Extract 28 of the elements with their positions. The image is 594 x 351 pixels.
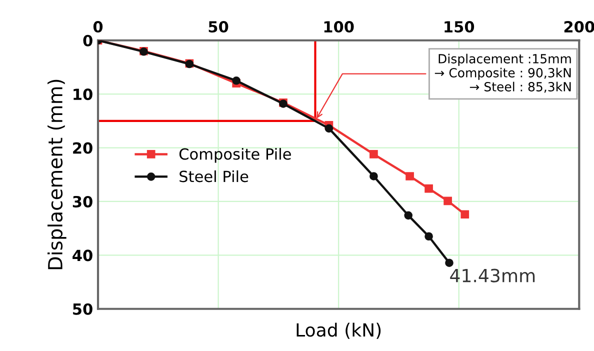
y-tick-label: 20	[73, 142, 92, 154]
point	[424, 184, 433, 193]
point	[324, 124, 334, 133]
point	[444, 196, 452, 206]
annotation: 41.43mm	[450, 268, 535, 282]
point	[370, 150, 378, 158]
point	[232, 76, 241, 85]
point	[370, 172, 378, 180]
point	[424, 232, 433, 241]
y-tick-label: 40	[72, 250, 92, 262]
legend-label: Composite Pile	[179, 148, 291, 163]
y-tick-label: 30	[72, 196, 92, 208]
annotation: Displacement :15mm → Composite : 90,3kN → Steel : 85,3kN	[434, 54, 571, 93]
x-tick-label: 100	[324, 20, 354, 33]
x-tick-label: 50	[208, 20, 228, 33]
x-tick-label: 200	[564, 20, 594, 33]
x-axis-title: Load (kN)	[296, 322, 381, 339]
x-tick-label: 150	[444, 20, 474, 33]
y-tick-label: 0	[83, 34, 92, 46]
point	[406, 172, 414, 180]
x-tick-label: 0	[93, 20, 103, 33]
y-tick-label: 50	[73, 303, 92, 315]
point	[404, 211, 413, 220]
legend-label: Steel Pile	[180, 170, 248, 182]
point	[460, 210, 470, 219]
y-tick-label: 10	[74, 88, 92, 100]
point	[445, 258, 454, 268]
y-axis-title: Displacement (mm)	[48, 80, 66, 270]
